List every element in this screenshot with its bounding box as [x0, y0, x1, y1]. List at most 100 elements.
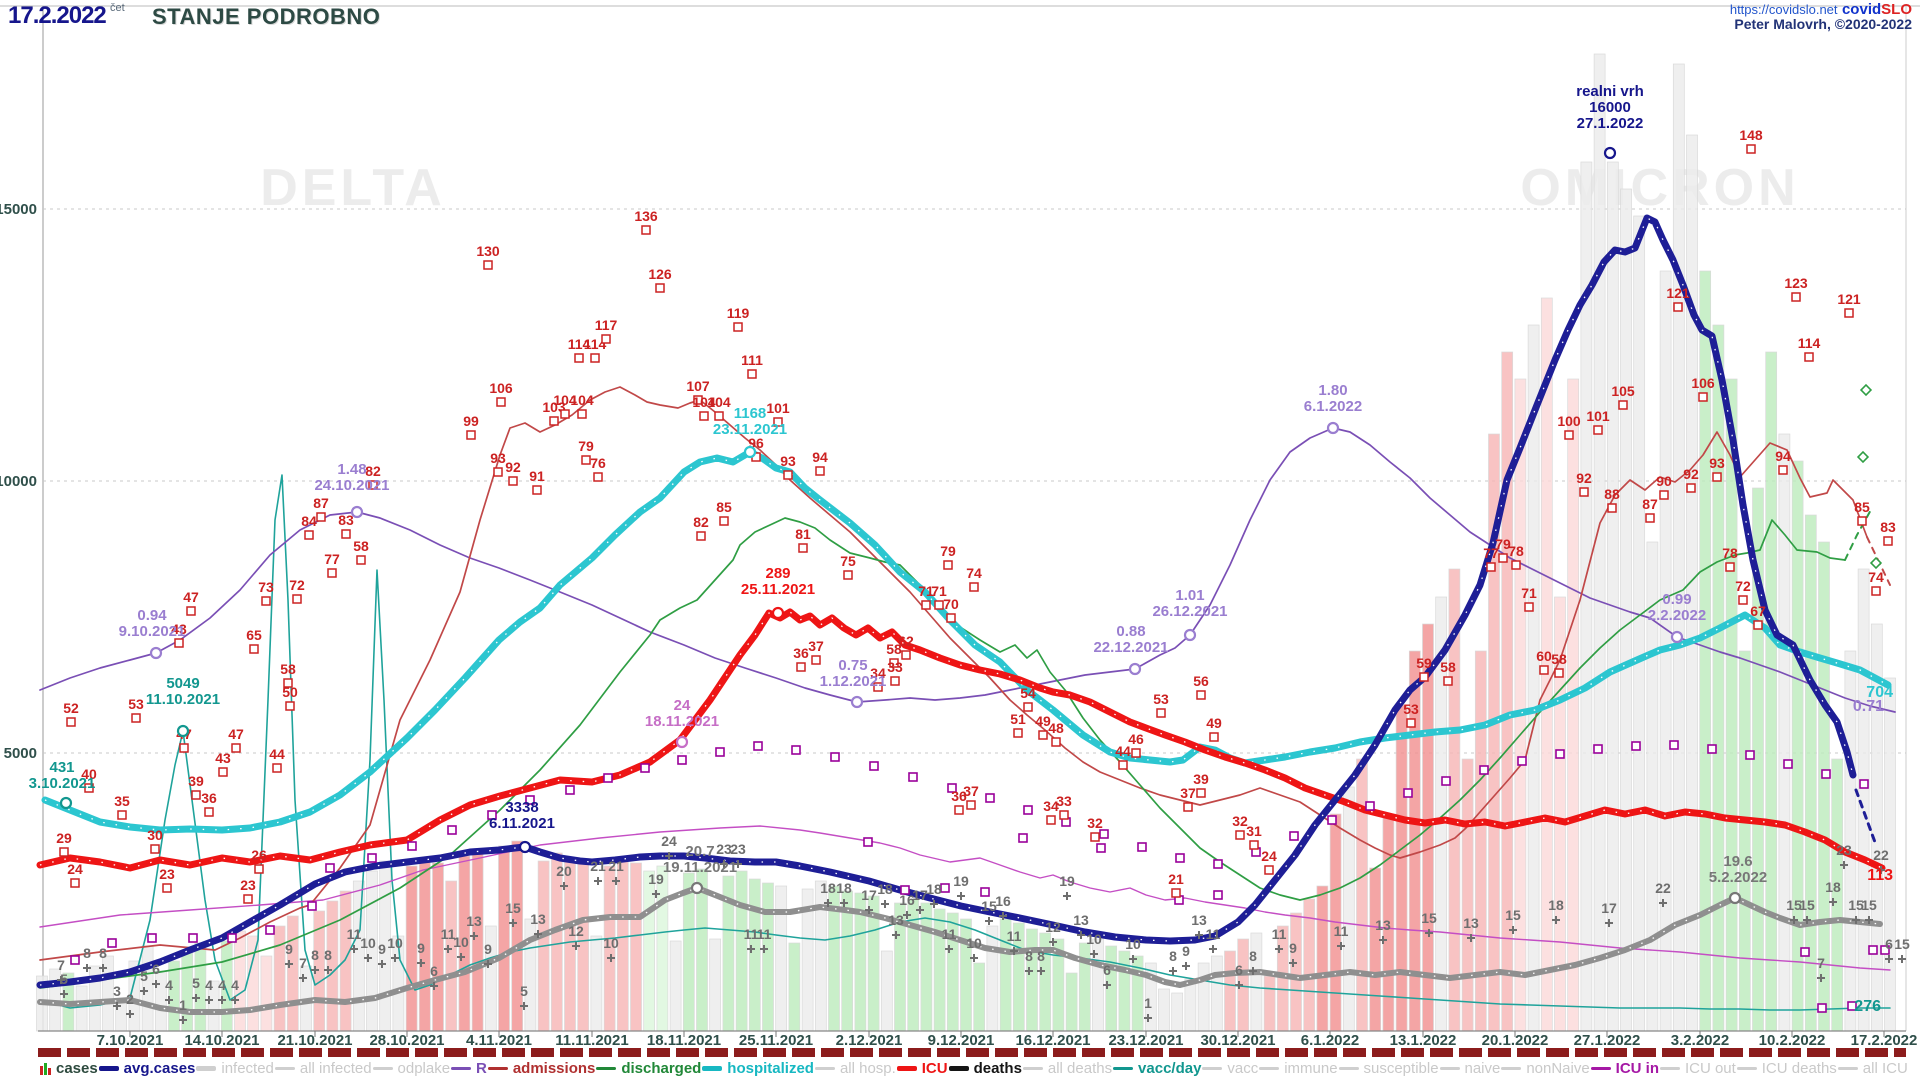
legend-label: admissions [512, 1059, 596, 1077]
legend-item-icu-deaths[interactable]: ICU deaths [1736, 1059, 1837, 1077]
admissions-marker [1618, 400, 1628, 410]
deaths-value-label: 13 [1073, 912, 1089, 928]
legend-label: ICU in [1615, 1059, 1659, 1077]
admissions-value-label: 34 [870, 665, 886, 681]
icu-in-marker [1631, 741, 1641, 751]
deaths-value-label: 16 [995, 893, 1011, 909]
projection-diamond [1856, 450, 1870, 464]
admissions-value-label: 72 [289, 577, 305, 593]
legend-item-immune[interactable]: immune [1259, 1060, 1338, 1077]
deaths-value-label: 11 [757, 926, 772, 942]
admissions-marker [162, 883, 172, 893]
legend-item-susceptible[interactable]: susceptible [1338, 1060, 1439, 1077]
deaths-value-label: 2 [126, 991, 134, 1007]
x-axis-label: 21.10.2021 [277, 1032, 352, 1049]
legend-item-vacc-day[interactable]: vacc/day [1113, 1060, 1201, 1077]
legend-item-icu-in[interactable]: ICU in [1590, 1059, 1659, 1077]
legend-item-vacc[interactable]: vacc [1202, 1060, 1258, 1077]
legend-item-all-hosp-[interactable]: all hosp. [814, 1060, 896, 1077]
legend-item-icu-out[interactable]: ICU out [1659, 1060, 1736, 1077]
daily-cases-bar [590, 935, 603, 1032]
deaths-value-label: 4 [165, 977, 173, 993]
brand-covid: covid [1841, 1, 1882, 18]
daily-cases-bar [1210, 955, 1223, 1032]
deaths-value-label: 5 [192, 975, 200, 991]
legend-item-naive[interactable]: naive [1439, 1060, 1500, 1077]
deaths-marker [520, 1002, 528, 1010]
legend-item-discharged[interactable]: discharged [596, 1060, 701, 1077]
legend-item-odplake[interactable]: odplake [372, 1060, 450, 1077]
deaths-marker [572, 942, 580, 950]
deaths-marker [218, 996, 226, 1004]
deaths-marker [665, 852, 673, 860]
deaths-marker [1129, 955, 1137, 963]
icu-in-marker [1745, 750, 1755, 760]
admissions-value-label: 94 [1775, 448, 1791, 464]
deaths-marker [179, 1016, 187, 1024]
deaths-marker [1898, 955, 1906, 963]
admissions-value-label: 30 [147, 827, 163, 843]
admissions-marker [1196, 788, 1206, 798]
admissions-value-label: 82 [365, 463, 381, 479]
legend-item-infected[interactable]: infected [196, 1060, 274, 1077]
legend-item-admissions[interactable]: admissions [487, 1059, 596, 1077]
daily-cases-bar [1316, 885, 1329, 1032]
admissions-marker [356, 555, 366, 565]
deaths-marker [1552, 916, 1560, 924]
series-admissions-avg [39, 386, 1868, 961]
legend-item-deaths[interactable]: deaths [948, 1060, 1022, 1077]
legend-label: infected [221, 1059, 274, 1077]
site-link[interactable]: https://covidslo.net [1729, 2, 1838, 17]
admissions-marker [1183, 802, 1193, 812]
deaths-marker [324, 966, 332, 974]
annotation-cyan: 1168 [734, 405, 767, 422]
legend-item-all-infected[interactable]: all infected [274, 1060, 372, 1077]
admissions-value-label: 72 [1735, 578, 1751, 594]
header-credits: https://covidslo.net covidSLO Peter Malo… [1730, 2, 1912, 32]
annotation-purple: 9.10.2021 [119, 623, 186, 640]
legend-item-cases[interactable]: cases [40, 1060, 98, 1077]
admissions-marker [1746, 144, 1756, 154]
admissions-marker [304, 530, 314, 540]
admissions-marker [1712, 472, 1722, 482]
deaths-value-label: 17 [1601, 900, 1617, 916]
admissions-marker [693, 395, 703, 405]
annotation-purple: 0.75 [838, 657, 867, 674]
admissions-value-label: 48 [1048, 720, 1064, 736]
annotation-marker [743, 445, 757, 459]
deaths-value-label: 15 [1848, 897, 1864, 913]
annotation-teal: 5049 [166, 675, 199, 692]
legend-item-hospitalized[interactable]: hospitalized [702, 1060, 814, 1077]
deaths-marker [509, 919, 517, 927]
deaths-value-label: 18 [1825, 879, 1841, 895]
admissions-marker [508, 476, 518, 486]
daily-cases-bar [762, 882, 774, 1032]
deaths-marker [391, 954, 399, 962]
annotation-red: 25.11.2021 [741, 581, 815, 598]
admissions-value-label: 60 [1536, 648, 1552, 664]
deaths-value-label: 9 [1182, 943, 1190, 959]
admissions-marker [1235, 830, 1245, 840]
legend-item-nonnaive[interactable]: nonNaive [1501, 1060, 1590, 1077]
deaths-marker [1840, 861, 1848, 869]
deaths-marker [560, 882, 568, 890]
admissions-value-label: 39 [188, 773, 204, 789]
deaths-value-label: 11 [744, 926, 759, 942]
admissions-marker [368, 480, 378, 490]
admissions-marker [714, 411, 724, 421]
icu-in-marker [677, 755, 687, 765]
deaths-value-label: 11 [347, 926, 362, 942]
legend-label: ICU deaths [1761, 1059, 1837, 1077]
legend-item-r[interactable]: R [451, 1060, 487, 1077]
series-deaths-avg [37, 885, 1883, 1015]
icu-in-marker [1099, 829, 1109, 839]
legend-item-avg-cases[interactable]: avg.cases [98, 1060, 195, 1077]
legend-item-all-icu[interactable]: all ICU [1837, 1060, 1908, 1077]
series-r-value [39, 427, 1896, 713]
legend-item-icu[interactable]: ICU [896, 1060, 948, 1077]
daily-cases-bar [247, 935, 260, 1032]
legend-item-all-deaths[interactable]: all deaths [1022, 1060, 1112, 1077]
admissions-marker [1196, 690, 1206, 700]
legend-swatch-icon [1736, 1066, 1757, 1070]
admissions-value-label: 88 [1604, 486, 1620, 502]
